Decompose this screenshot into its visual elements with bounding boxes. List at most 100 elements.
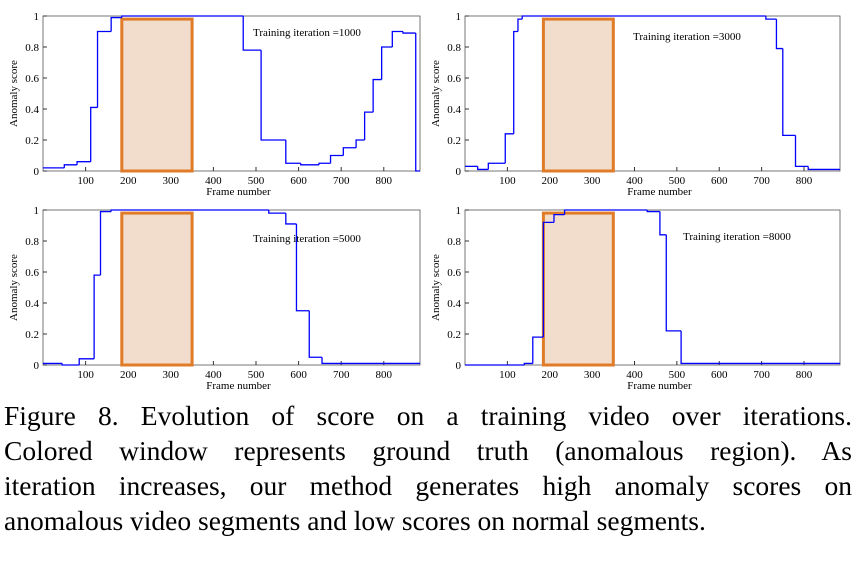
- ground-truth-window: [541, 17, 615, 173]
- y-tick-label: 0.4: [447, 104, 461, 116]
- y-axis-label: Anomaly score: [8, 60, 20, 127]
- annotation: Training iteration =1000: [253, 27, 361, 39]
- x-tick-label: 400: [205, 175, 222, 187]
- score-step: [807, 166, 840, 171]
- score-step: [477, 166, 489, 171]
- y-axis-label: Anomaly score: [430, 254, 442, 321]
- ground-truth-window: [120, 17, 194, 173]
- score-step: [794, 135, 809, 168]
- score-step: [285, 140, 301, 164]
- x-tick-label: 200: [541, 175, 558, 187]
- y-tick-label: 0.2: [25, 329, 39, 341]
- x-tick-label: 200: [120, 369, 137, 381]
- x-tick-label: 400: [626, 369, 643, 381]
- y-tick-label: 0.4: [25, 298, 39, 310]
- x-tick-label: 700: [753, 369, 770, 381]
- score-step: [329, 154, 344, 164]
- score-step: [381, 46, 393, 80]
- score-step: [513, 30, 518, 134]
- y-tick-label: 0.8: [447, 42, 461, 54]
- x-tick-label: 400: [626, 175, 643, 187]
- y-tick-label: 1: [456, 205, 462, 217]
- score-step: [260, 50, 286, 141]
- score-step: [659, 211, 667, 236]
- x-tick-label: 700: [753, 175, 770, 187]
- score-step: [415, 33, 420, 172]
- y-tick-label: 0.2: [447, 329, 461, 341]
- y-tick-label: 0.4: [447, 298, 461, 310]
- x-tick-label: 600: [290, 175, 307, 187]
- annotation: Training iteration =8000: [683, 231, 791, 243]
- caption-line: iteration increases, our method generate…: [4, 470, 852, 501]
- score-step: [782, 48, 796, 137]
- y-tick-label: 1: [456, 11, 462, 23]
- x-tick-label: 500: [669, 175, 686, 187]
- score-step: [665, 234, 682, 332]
- y-axis-label: Anomaly score: [8, 254, 20, 321]
- score-step: [78, 358, 95, 365]
- x-tick-label: 100: [499, 369, 516, 381]
- score-step: [487, 162, 506, 170]
- score-step: [121, 15, 244, 18]
- x-tick-label: 100: [499, 175, 516, 187]
- score-step: [63, 164, 78, 168]
- x-tick-label: 600: [290, 369, 307, 381]
- score-step: [268, 210, 286, 214]
- score-step: [90, 106, 98, 162]
- score-step: [521, 15, 766, 20]
- y-tick-label: 0.6: [25, 73, 39, 85]
- x-axis-label: Frame number: [627, 380, 692, 392]
- y-tick-label: 0: [34, 166, 40, 178]
- caption-line: Figure 8. Evolution of score on a traini…: [4, 400, 852, 431]
- x-tick-label: 400: [205, 369, 222, 381]
- score-step: [342, 147, 357, 156]
- y-tick-label: 0.8: [447, 236, 461, 248]
- ground-truth-window: [541, 211, 615, 367]
- score-step: [295, 223, 310, 312]
- x-tick-label: 700: [333, 175, 350, 187]
- x-axis-label: Frame number: [627, 186, 692, 198]
- score-step: [321, 357, 420, 365]
- x-tick-label: 300: [584, 175, 601, 187]
- y-tick-label: 1: [34, 205, 40, 217]
- x-tick-label: 200: [541, 369, 558, 381]
- score-step: [110, 16, 122, 32]
- score-step: [76, 161, 91, 165]
- y-tick-label: 0.4: [25, 104, 39, 116]
- score-step: [308, 310, 323, 358]
- score-step: [61, 363, 80, 366]
- x-tick-label: 800: [376, 175, 393, 187]
- score-step: [391, 30, 403, 47]
- score-step: [765, 16, 777, 20]
- score-step: [285, 213, 297, 225]
- score-step: [242, 16, 262, 51]
- score-step: [93, 274, 101, 359]
- annotation: Training iteration =5000: [253, 233, 361, 245]
- score-step: [542, 221, 554, 338]
- score-step: [96, 30, 112, 108]
- score-step: [504, 133, 514, 164]
- score-step: [110, 209, 269, 212]
- caption-line: anomalous video segments and low scores …: [4, 505, 706, 536]
- caption-line: Colored window represents ground truth (…: [4, 435, 852, 466]
- ground-truth-window: [120, 211, 194, 367]
- x-tick-label: 800: [376, 369, 393, 381]
- y-tick-label: 0: [456, 166, 462, 178]
- score-step: [523, 362, 533, 365]
- y-tick-label: 0.6: [447, 267, 461, 279]
- x-tick-label: 300: [163, 175, 180, 187]
- score-step: [646, 210, 660, 213]
- score-step: [318, 162, 331, 165]
- score-step: [372, 78, 382, 113]
- annotation: Training iteration =3000: [633, 31, 741, 43]
- y-tick-label: 0.8: [25, 42, 39, 54]
- x-tick-label: 300: [584, 369, 601, 381]
- y-tick-label: 0: [456, 360, 462, 372]
- score-step: [355, 139, 365, 148]
- x-tick-label: 600: [711, 175, 728, 187]
- score-step: [680, 330, 840, 365]
- x-tick-label: 500: [248, 369, 265, 381]
- y-tick-label: 0.2: [447, 135, 461, 147]
- score-step: [402, 31, 416, 34]
- x-tick-label: 700: [333, 369, 350, 381]
